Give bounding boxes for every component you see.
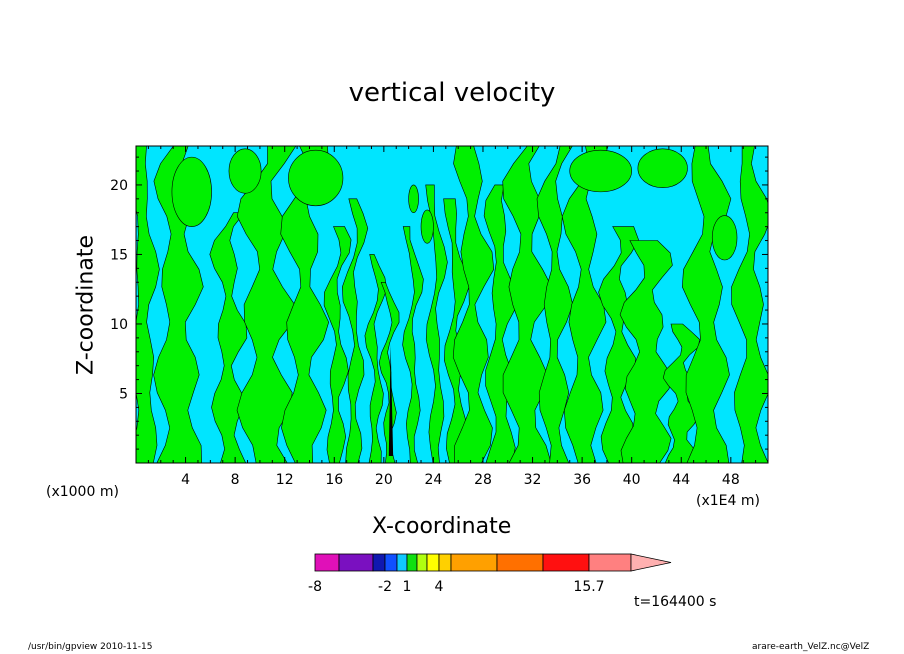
colorbar-segment xyxy=(372,553,386,572)
velocity-region xyxy=(420,209,434,244)
x-tick-label: 48 xyxy=(722,472,740,488)
velocity-region xyxy=(171,156,212,227)
colorbar-segment xyxy=(438,553,452,572)
x-tick-label: 28 xyxy=(474,472,492,488)
velocity-region xyxy=(378,282,400,463)
velocity-region xyxy=(402,226,424,463)
colorbar-segment xyxy=(416,553,428,572)
x-axis-label: X-coordinate xyxy=(372,514,512,539)
colorbar-segment xyxy=(338,553,374,572)
colorbar-label: 15.7 xyxy=(573,579,604,595)
velocity-region xyxy=(452,146,495,463)
velocity-region xyxy=(561,146,609,463)
colorbar-label: 4 xyxy=(435,579,444,595)
velocity-region xyxy=(153,146,204,463)
x-tick-label: 24 xyxy=(424,472,442,488)
velocity-region xyxy=(280,146,330,463)
x-unit-left: (x1000 m) xyxy=(46,484,119,500)
y-axis-label: Z-coordinate xyxy=(73,235,99,375)
footer-left: /usr/bin/gpview 2010-11-15 xyxy=(28,642,153,652)
colorbar-segment xyxy=(406,553,418,572)
velocity-region xyxy=(637,148,688,189)
colorbar-label: -2 xyxy=(378,579,392,595)
velocity-region xyxy=(425,184,448,463)
y-tick-label: 5 xyxy=(119,386,128,402)
colorbar-segment xyxy=(588,553,632,572)
velocity-region xyxy=(228,148,262,194)
velocity-region xyxy=(569,149,632,193)
velocity-field xyxy=(136,146,768,463)
velocity-region xyxy=(209,212,248,463)
colorbar-segment xyxy=(450,553,498,572)
velocity-region xyxy=(236,146,297,463)
footer-right: arare-earth_VelZ.nc@VelZ xyxy=(752,642,870,652)
colorbar-segment xyxy=(314,553,340,572)
colorbar-segment xyxy=(384,553,398,572)
velocity-region xyxy=(731,146,768,463)
velocity-region xyxy=(536,146,574,463)
velocity-region xyxy=(502,146,553,463)
velocity-region xyxy=(408,184,419,214)
velocity-region xyxy=(711,215,738,261)
colorbar-segment xyxy=(542,553,590,572)
y-tick-label: 20 xyxy=(110,178,128,194)
colorbar: -8 -2 1 4 15.7 xyxy=(308,553,672,595)
x-tick-label: 36 xyxy=(573,472,591,488)
x-axis: 4 8 12 16 20 24 28 32 36 40 44 48 xyxy=(147,146,769,488)
colorbar-segment xyxy=(496,553,544,572)
x-tick-label: 40 xyxy=(623,472,641,488)
colorbar-segment xyxy=(426,553,440,572)
x-tick-label: 4 xyxy=(181,472,190,488)
x-unit-right: (x1E4 m) xyxy=(696,493,760,509)
plot-frame xyxy=(135,145,769,464)
x-tick-label: 32 xyxy=(524,472,542,488)
velocity-region xyxy=(136,146,160,463)
y-axis: 5 10 15 20 xyxy=(110,156,768,450)
x-tick-label: 20 xyxy=(375,472,393,488)
strong-updraft-core xyxy=(388,344,394,457)
time-label: t=164400 s xyxy=(634,594,717,610)
colorbar-label: 1 xyxy=(403,579,412,595)
velocity-region xyxy=(341,198,369,463)
colorbar-extension xyxy=(630,553,672,572)
colorbar-label: -8 xyxy=(308,579,322,595)
chart-title: vertical velocity xyxy=(348,78,556,108)
velocity-region xyxy=(288,149,344,207)
y-tick-label: 10 xyxy=(110,317,128,333)
velocity-region xyxy=(323,226,352,463)
y-tick-label: 15 xyxy=(110,247,128,263)
x-tick-label: 12 xyxy=(276,472,294,488)
x-tick-label: 44 xyxy=(672,472,690,488)
velocity-region xyxy=(364,254,388,463)
colorbar-segment xyxy=(396,553,408,572)
x-tick-label: 8 xyxy=(231,472,240,488)
x-tick-label: 16 xyxy=(325,472,343,488)
